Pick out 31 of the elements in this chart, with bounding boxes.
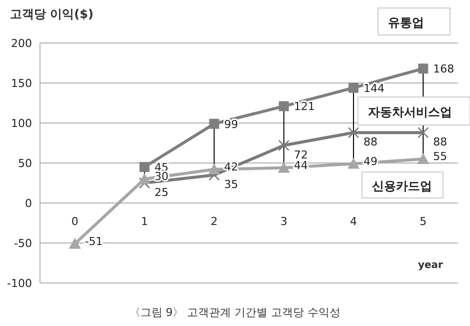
y-tick-label: 100	[11, 117, 32, 130]
y-tick-label: 50	[18, 157, 32, 170]
x-tick-label: 4	[350, 215, 357, 228]
data-label: 99	[224, 118, 238, 131]
x-tick-label: 2	[210, 215, 218, 228]
y-tick-label: -100	[7, 277, 32, 290]
x-axis-title: year	[418, 260, 444, 271]
y-axis-title: 고객당 이익($)	[10, 7, 94, 21]
x-tick-label: 5	[420, 215, 427, 228]
data-label: 55	[433, 150, 448, 163]
x-tick-label: 0	[71, 215, 78, 228]
y-tick-label: 150	[11, 77, 32, 90]
x-tick-label: 3	[280, 215, 288, 228]
data-label: 144	[364, 82, 384, 95]
data-label: 88	[364, 136, 378, 149]
data-label: 49	[364, 154, 378, 168]
data-label: 35	[224, 178, 238, 191]
y-tick-label: -50	[14, 237, 32, 250]
data-label: 88	[433, 136, 448, 149]
data-label: 25	[154, 186, 168, 199]
y-tick-label: 200	[11, 37, 32, 50]
data-label: -51	[84, 234, 103, 248]
y-tick-label: 0	[25, 197, 32, 210]
series-label: 신용카드업	[372, 179, 432, 193]
data-label: 72	[294, 148, 308, 162]
data-label: 168	[433, 62, 454, 76]
text: 유통업	[388, 16, 424, 30]
text: 〈그림 9〉 고객관계 기간별 고객당 수익성	[129, 306, 341, 319]
data-label: 121	[294, 100, 315, 114]
series-label: 자동차서비스업	[368, 105, 452, 119]
x-tick-label: 1	[141, 215, 148, 228]
